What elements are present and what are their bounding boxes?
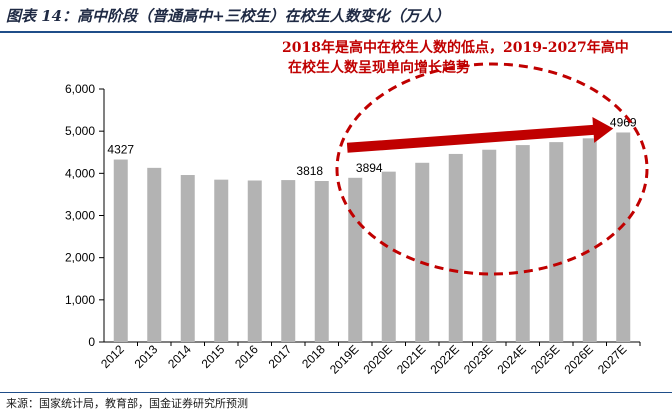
x-tick-label: 2024E <box>494 342 528 376</box>
y-tick-label: 0 <box>88 335 95 349</box>
chart-data-labels: 4327 3818 3894 4969 <box>107 115 637 178</box>
bar-2017 <box>281 180 296 342</box>
source-divider <box>0 392 672 393</box>
chart-title: 图表 14：高中阶段（普通高中+三校生）在校生人数变化（万人） <box>6 7 450 25</box>
x-tick-label: 2021E <box>394 342 428 376</box>
bar-2022E <box>448 153 463 342</box>
trend-annotation: 2018年是高中在校生人数的低点，2019-2027年高中 在校生人数呈现单向增… <box>282 38 667 78</box>
bar-2025E <box>549 142 564 342</box>
annotation-overlay <box>335 62 649 276</box>
x-tick-label: 2027E <box>595 342 629 376</box>
bar-2015 <box>214 179 229 342</box>
y-tick-label: 4,000 <box>65 166 95 180</box>
annotation-line-2: 在校生人数呈现单向增长趋势 <box>288 60 470 76</box>
trend-arrow <box>346 117 614 153</box>
x-tick-label: 2020E <box>360 342 394 376</box>
bar-2027E <box>616 132 631 342</box>
x-tick-label: 2017 <box>266 342 295 371</box>
bar-2019E <box>348 177 363 342</box>
y-tick-label: 5,000 <box>65 124 95 138</box>
y-tick-label: 2,000 <box>65 251 95 265</box>
bar-2023E <box>482 149 497 342</box>
x-tick-label: 2019E <box>327 342 361 376</box>
bar-2014 <box>180 175 195 342</box>
x-tick-label: 2025E <box>528 342 562 376</box>
bar-2012 <box>113 159 128 342</box>
x-tick-label: 2026E <box>561 342 595 376</box>
y-tick-label: 6,000 <box>65 82 95 96</box>
data-label-2027E: 4969 <box>610 115 637 129</box>
x-tick-label: 2023E <box>461 342 495 376</box>
x-tick-label: 2015 <box>199 342 228 371</box>
bar-2013 <box>147 167 162 342</box>
x-tick-label: 2016 <box>232 342 261 371</box>
x-tick-label: 2014 <box>165 342 194 371</box>
chart-bars <box>113 132 631 342</box>
data-label-2019E: 3894 <box>356 161 383 175</box>
bar-2016 <box>247 180 262 342</box>
highlight-ellipse <box>335 62 649 276</box>
x-tick-label: 2013 <box>132 342 161 371</box>
source-note: 来源：国家统计局，教育部，国金证券研究所预测 <box>6 397 248 410</box>
x-tick-label: 2012 <box>98 342 127 371</box>
data-label-2018: 3818 <box>296 164 323 178</box>
bar-2024E <box>515 145 530 342</box>
annotation-line-1: 2018年是高中在校生人数的低点，2019-2027年高中 <box>282 40 629 56</box>
bar-2020E <box>381 171 396 342</box>
bar-2026E <box>582 138 597 342</box>
bar-2021E <box>415 162 430 342</box>
y-tick-label: 3,000 <box>65 209 95 223</box>
x-tick-label: 2018 <box>299 342 328 371</box>
y-tick-label: 1,000 <box>65 293 95 307</box>
title-divider <box>0 31 672 33</box>
x-tick-label: 2022E <box>427 342 461 376</box>
data-label-2012: 4327 <box>107 143 134 157</box>
bar-2018 <box>314 181 329 342</box>
